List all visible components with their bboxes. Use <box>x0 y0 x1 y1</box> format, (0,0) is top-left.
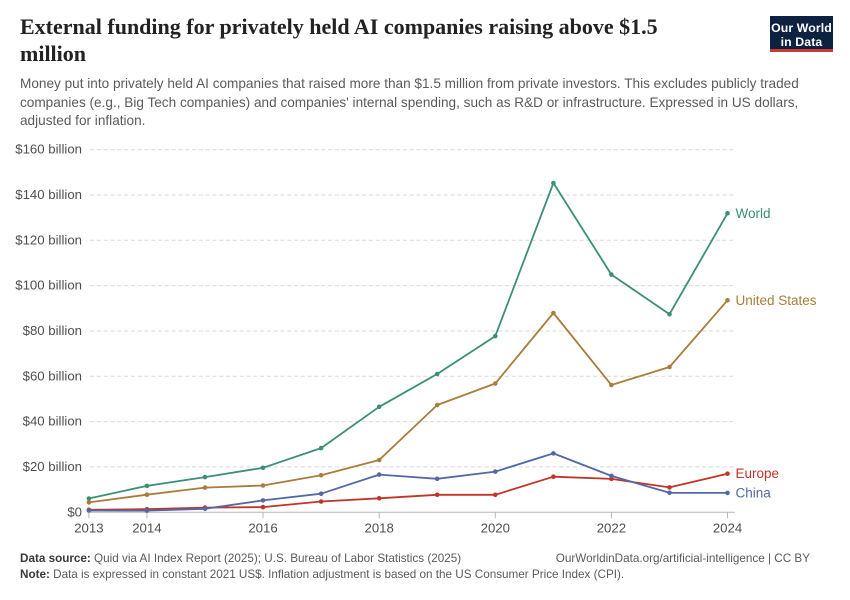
svg-text:2013: 2013 <box>74 520 103 535</box>
svg-text:$80 billion: $80 billion <box>23 323 82 338</box>
svg-text:$120 billion: $120 billion <box>15 232 82 247</box>
svg-text:$140 billion: $140 billion <box>15 187 82 202</box>
svg-text:2024: 2024 <box>713 520 742 535</box>
svg-text:Europe: Europe <box>736 466 780 481</box>
svg-text:$20 billion: $20 billion <box>23 459 82 474</box>
svg-text:$100 billion: $100 billion <box>15 278 82 293</box>
svg-text:2018: 2018 <box>365 520 394 535</box>
svg-text:$0: $0 <box>67 504 82 519</box>
svg-text:2014: 2014 <box>132 520 161 535</box>
svg-text:$60 billion: $60 billion <box>23 368 82 383</box>
svg-text:2020: 2020 <box>481 520 510 535</box>
svg-text:2016: 2016 <box>248 520 277 535</box>
svg-text:United States: United States <box>736 293 817 308</box>
svg-text:$160 billion: $160 billion <box>15 142 82 157</box>
svg-text:World: World <box>736 206 771 221</box>
svg-text:2022: 2022 <box>597 520 626 535</box>
svg-text:$40 billion: $40 billion <box>23 414 82 429</box>
svg-text:China: China <box>736 485 772 500</box>
